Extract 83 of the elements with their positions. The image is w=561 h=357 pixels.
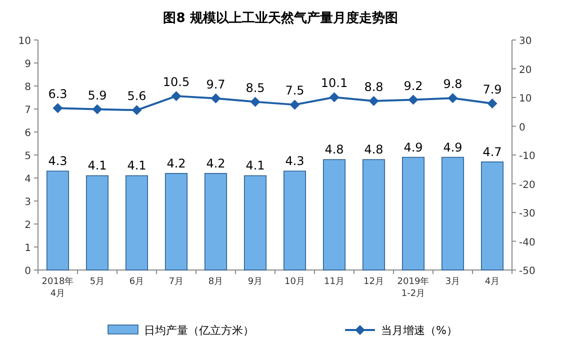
y-tick-label: 5 — [24, 151, 31, 162]
data-label: 4.9 — [443, 140, 462, 154]
bar — [362, 159, 386, 270]
y2-tick-label: -40 — [519, 237, 536, 248]
data-label: 8.5 — [246, 80, 265, 95]
point — [210, 93, 221, 104]
y2-tick-label: -50 — [519, 266, 536, 277]
legend-label: 当月增速（%） — [381, 324, 458, 337]
data-label: 5.6 — [127, 89, 146, 104]
x-tick-label: 2018年4月 — [42, 276, 74, 299]
point — [290, 100, 300, 110]
data-label: 4.3 — [48, 154, 68, 168]
data-label: 4.1 — [127, 158, 146, 173]
y2-tick-label: 10 — [519, 94, 532, 104]
data-label: 4.1 — [246, 158, 265, 173]
y-tick-label: 10 — [18, 36, 31, 47]
bar — [46, 170, 70, 270]
chart-title: 图8 规模以上工业天然气产量月度走势图 — [163, 10, 398, 26]
x-tick-label: 2019年1-2月 — [397, 276, 430, 299]
point — [329, 92, 340, 102]
data-label: 4.1 — [88, 158, 107, 173]
bar — [283, 170, 306, 270]
bar — [164, 173, 188, 270]
y2-tick-label: -10 — [519, 151, 536, 162]
bar — [322, 159, 346, 270]
y-tick-label: 1 — [24, 243, 31, 254]
point — [52, 103, 63, 114]
data-label: 6.3 — [48, 87, 68, 102]
data-label: 9.2 — [404, 78, 423, 93]
point — [487, 98, 498, 109]
point — [368, 96, 379, 106]
x-tick-label: 10月 — [284, 277, 305, 287]
data-label: 10.1 — [320, 76, 348, 90]
point — [448, 93, 458, 104]
y2-tick-label: 0 — [519, 122, 526, 134]
y-tick-label: 7 — [24, 105, 31, 116]
y-tick-label: 9 — [24, 59, 31, 70]
data-label: 7.5 — [285, 84, 304, 98]
data-label: 4.2 — [166, 156, 186, 170]
x-tick-label: 9月 — [248, 277, 263, 287]
data-label: 9.8 — [443, 77, 462, 92]
data-label: 4.2 — [206, 156, 226, 170]
x-tick-label: 8月 — [208, 277, 224, 287]
point — [132, 105, 142, 116]
x-tick-label: 5月 — [90, 277, 105, 287]
x-tick-label: 12月 — [364, 277, 384, 287]
y-tick-label: 6 — [24, 128, 31, 139]
x-tick-label: 4月 — [484, 277, 500, 287]
bar — [244, 175, 267, 270]
data-label: 9.7 — [206, 77, 226, 92]
y2-tick-label: -30 — [519, 208, 536, 220]
point — [250, 96, 260, 107]
x-tick-label: 3月 — [445, 277, 460, 287]
bar — [125, 175, 148, 270]
data-label: 4.3 — [285, 154, 304, 168]
x-tick-label: 11月 — [324, 277, 344, 287]
y-tick-label: 0 — [24, 266, 31, 277]
data-label: 4.8 — [364, 142, 384, 157]
bar — [402, 156, 425, 270]
y-tick-label: 8 — [24, 82, 31, 93]
point — [92, 104, 102, 114]
point — [408, 94, 418, 105]
data-label: 10.5 — [162, 75, 190, 90]
y2-tick-label: -20 — [519, 180, 536, 191]
data-label: 4.9 — [404, 140, 423, 154]
y-tick-label: 2 — [24, 220, 31, 231]
bar — [441, 156, 464, 270]
x-tick-label: 7月 — [168, 277, 184, 287]
data-label: 4.8 — [324, 142, 344, 157]
bar — [480, 162, 504, 270]
data-label: 4.7 — [482, 144, 502, 159]
y2-tick-label: 20 — [519, 64, 532, 76]
x-tick-label: 6月 — [129, 277, 144, 287]
y-tick-label: 4 — [24, 174, 31, 185]
y2-tick-label: 30 — [519, 36, 532, 47]
data-label: 8.8 — [364, 80, 384, 94]
y-tick-label: 3 — [24, 197, 31, 208]
data-label: 5.9 — [88, 88, 107, 102]
legend-label: 日均产量（亿立方米） — [144, 324, 254, 337]
data-label: 7.9 — [482, 82, 502, 97]
bar — [86, 175, 109, 270]
point — [171, 91, 182, 102]
bar — [204, 173, 228, 270]
